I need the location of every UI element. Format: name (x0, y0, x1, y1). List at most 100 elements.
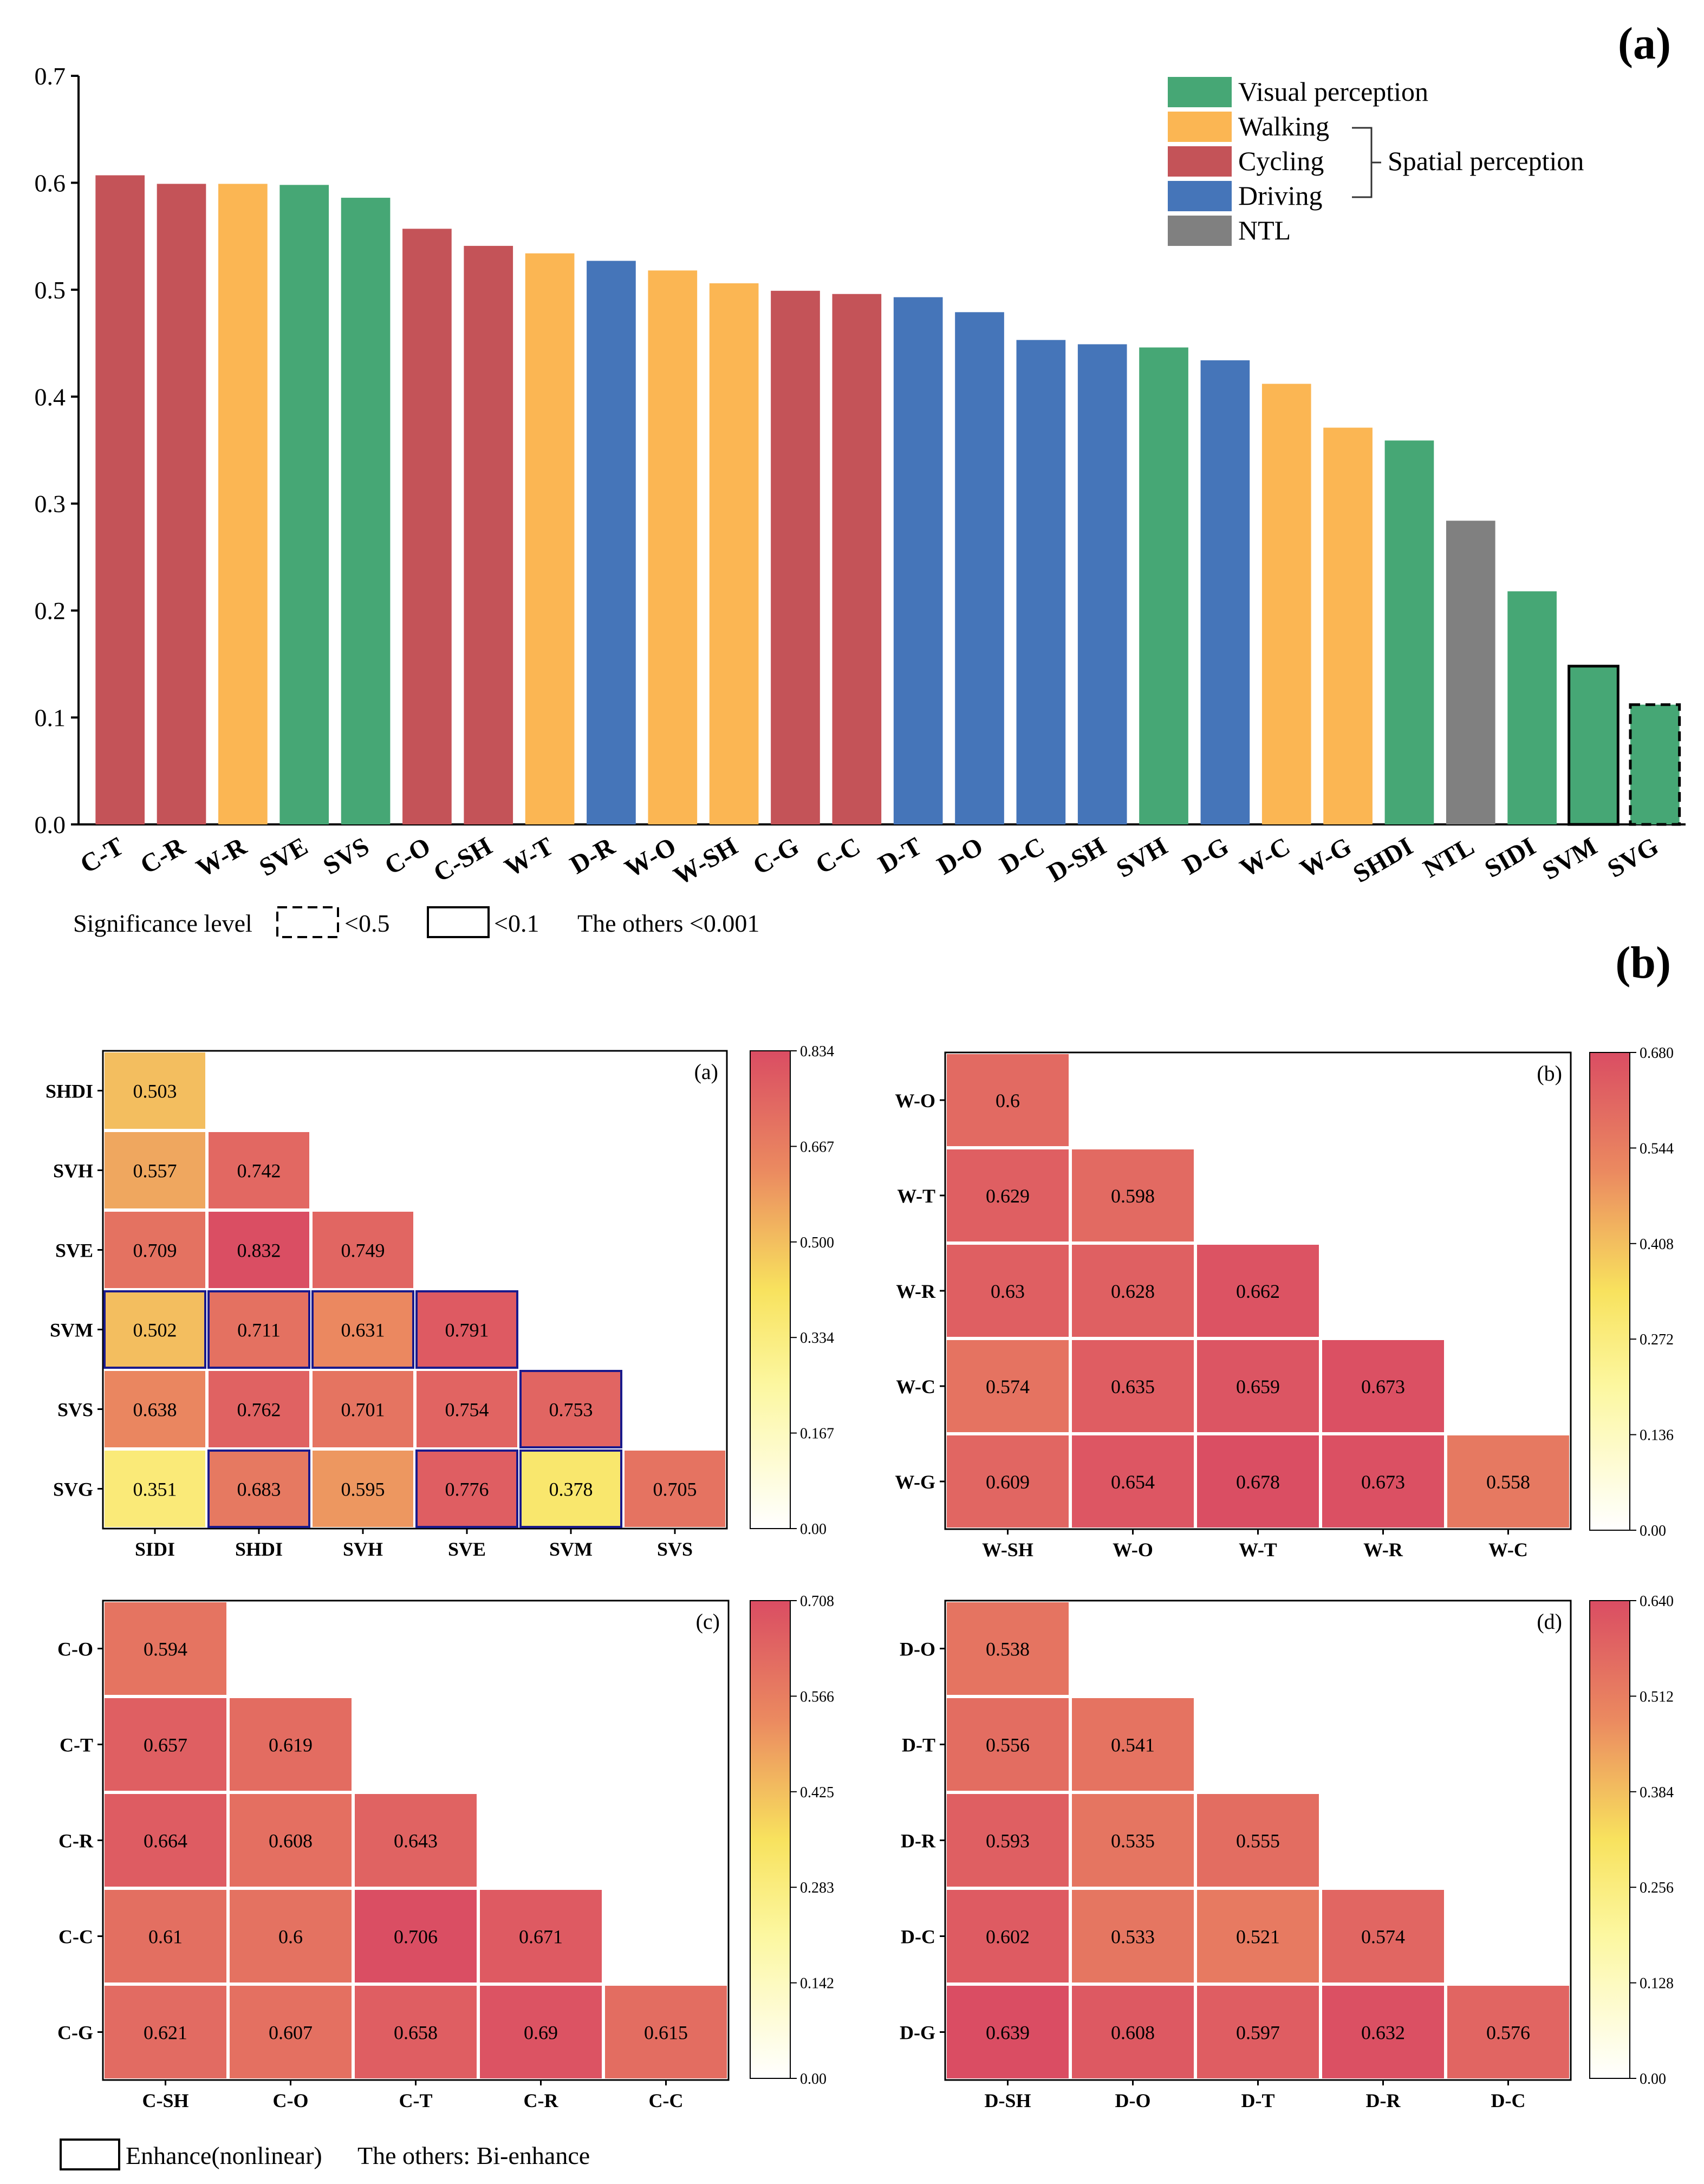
bar-d-sh (1077, 344, 1127, 824)
bar-sve (279, 185, 329, 824)
heatmap-cell-value: 0.742 (237, 1160, 281, 1182)
x-tick-label: SVG (1603, 832, 1663, 883)
heatmap-row-label: D-G (900, 2022, 935, 2044)
y-tick-label: 0.7 (35, 62, 66, 90)
heatmap-cell-value: 0.709 (133, 1240, 177, 1262)
heatmap-cell (519, 1450, 622, 1528)
heatmap-title: (c) (696, 1609, 720, 1634)
heatmap-cell (1072, 1245, 1194, 1337)
bar-svs (341, 198, 391, 824)
heatmap-cell (105, 1890, 226, 1982)
heatmap-col-label: D-C (1491, 2090, 1526, 2111)
heatmap-col-label: SHDI (235, 1538, 283, 1560)
colorbar-tick-label: 0.00 (800, 1521, 827, 1538)
heatmap-cell-value: 0.701 (341, 1399, 385, 1421)
heatmap-cell (311, 1290, 414, 1369)
heatmap-cell-value: 0.541 (1111, 1734, 1155, 1756)
y-tick-label: 0.4 (35, 383, 66, 411)
heatmap-col-label: C-O (273, 2090, 309, 2111)
heatmap-cell-value: 0.609 (986, 1471, 1030, 1493)
heatmap-cell (355, 1794, 477, 1887)
heatmap-cell (480, 1890, 602, 1982)
heatmap-row-label: W-G (895, 1471, 935, 1493)
heatmap-cell-value: 0.598 (1111, 1185, 1155, 1207)
heatmap-cell-value: 0.749 (341, 1240, 385, 1262)
heatmap-cell (1447, 1435, 1569, 1528)
bar-c-g (771, 290, 820, 824)
heatmap-cell-value: 0.621 (144, 2022, 187, 2044)
heatmap-cell-value: 0.711 (237, 1320, 281, 1341)
heatmap-cell (105, 1371, 205, 1447)
heatmap-cell (230, 1794, 352, 1887)
heatmap-cell (1322, 1435, 1444, 1528)
enhance-legend: Enhance(nonlinear) The others: Bi-enhanc… (60, 2138, 590, 2170)
x-tick-label: W-C (1235, 832, 1295, 883)
heatmap-cell (103, 1290, 206, 1369)
x-tick-label: NTL (1419, 832, 1479, 883)
heatmap-cell-value: 0.657 (144, 1734, 187, 1756)
bar-w-sh (709, 283, 759, 824)
bar-chart: 0.0 0.1 0.2 0.3 0.4 0.5 0.6 0.7 C-T C-R W-R SVE SVS… (35, 62, 1686, 891)
heatmap-col-label: C-SH (142, 2090, 188, 2111)
heatmap-row-label: SVE (55, 1240, 93, 1262)
heatmap-cell (105, 1132, 205, 1208)
colorbar-tick-label: 0.00 (1640, 1523, 1666, 1539)
heatmap-title: (a) (694, 1060, 718, 1084)
bars (95, 175, 1681, 826)
heatmap-cell (209, 1132, 309, 1208)
colorbar-tick-label: 0.283 (800, 1880, 834, 1896)
colorbar-tick-label: 0.384 (1640, 1784, 1674, 1801)
heatmap-cell-value: 0.574 (1361, 1926, 1405, 1948)
colorbar-tick-label: 0.500 (800, 1234, 834, 1251)
legend-swatch (1168, 181, 1232, 211)
bar-w-r (218, 184, 268, 825)
heatmap-cell (209, 1212, 309, 1288)
heatmap-cell (1447, 1986, 1569, 2078)
heatmap-cell (1072, 1435, 1194, 1528)
colorbar (1589, 1600, 1630, 2079)
heatmap-cell (207, 1290, 310, 1369)
bar-svh (1139, 347, 1188, 824)
legend-group-label: Spatial perception (1388, 146, 1584, 176)
heatmap-cell (105, 1451, 205, 1527)
heatmap-cell-value: 0.556 (986, 1734, 1030, 1756)
enhance-others-label: The others: Bi-enhance (357, 2142, 590, 2169)
heatmap-cell-value: 0.662 (1236, 1280, 1280, 1302)
heatmap-row-label: C-O (57, 1639, 93, 1660)
heatmap-row-label: W-R (896, 1280, 936, 1302)
colorbar-tick-label: 0.834 (800, 1043, 834, 1060)
heatmap-cell-value: 0.535 (1111, 1830, 1155, 1852)
heatmap-cell (105, 1602, 226, 1695)
heatmap-cell (947, 1602, 1069, 1695)
bar-c-r (157, 184, 206, 825)
heatmap-cell (105, 1052, 205, 1129)
y-tick-label: 0.6 (35, 169, 66, 197)
heatmap-row-label: SHDI (45, 1081, 93, 1102)
heatmap-cell (1072, 1890, 1194, 1982)
colorbar-tick-label: 0.272 (1640, 1331, 1674, 1348)
heatmap-cell-value: 0.643 (394, 1830, 438, 1852)
bar-shdi (1384, 440, 1434, 824)
heatmap-cell (1197, 1890, 1319, 1982)
heatmap-cell-value: 0.664 (144, 1830, 187, 1852)
bar-d-c (1016, 340, 1066, 824)
heatmap-cell-value: 0.654 (1111, 1471, 1155, 1493)
heatmap-row-label: SVG (53, 1479, 93, 1500)
bar-svg (1629, 703, 1681, 826)
spatial-bracket (1352, 127, 1373, 198)
heatmap-cell-value: 0.635 (1111, 1376, 1155, 1398)
heatmap-row-label: C-T (60, 1734, 93, 1756)
heatmap-cell (1322, 1340, 1444, 1432)
colorbar-tick-label: 0.708 (800, 1593, 834, 1610)
heatmap-cell-value: 0.678 (1236, 1471, 1280, 1493)
heatmap-row-label: SVS (57, 1399, 93, 1421)
heatmap-cell (947, 1149, 1069, 1242)
bar-d-t (893, 297, 943, 824)
heatmap-cell (1197, 1794, 1319, 1887)
legend-swatch (1168, 146, 1232, 177)
heatmap-cell-value: 0.538 (986, 1639, 1030, 1660)
heatmap-cell (355, 1890, 477, 1982)
bar-d-r (587, 261, 636, 825)
colorbar-tick-label: 0.136 (1640, 1427, 1674, 1444)
